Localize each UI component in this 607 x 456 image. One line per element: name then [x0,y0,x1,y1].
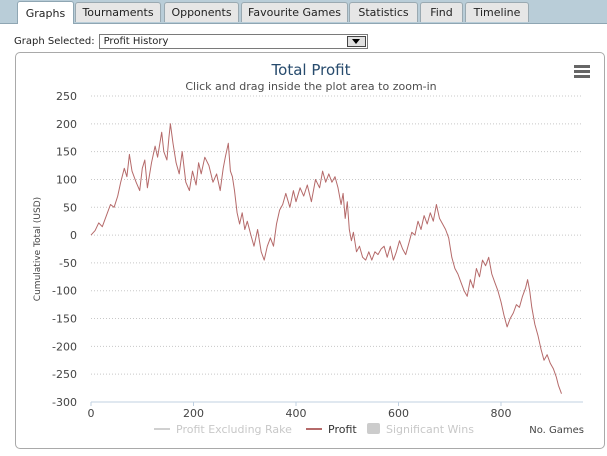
menu-icon-bar [574,70,590,73]
y-tick-label: -200 [52,340,77,353]
legend-item-profit[interactable]: Profit [328,423,357,436]
menu-icon[interactable] [574,65,590,78]
series-line-profit [90,123,562,394]
graph-select-value: Profit History [103,35,169,47]
tab-find[interactable]: Find [420,2,463,22]
chart-panel: Total Profit Click and drag inside the pl… [15,52,605,449]
y-tick-label: 0 [70,229,77,242]
tab-tournaments[interactable]: Tournaments [75,2,161,22]
x-tick-label: 800 [491,407,512,420]
x-tick-label: 400 [286,407,307,420]
menu-icon-bar [574,65,590,68]
y-axis-label: Cumulative Total (USD) [33,197,43,301]
x-tick-label: 200 [183,407,204,420]
x-tick-label: 600 [388,407,409,420]
dropdown-arrow-icon[interactable] [346,35,366,47]
x-axis-label: No. Games [529,425,584,436]
tab-opponents[interactable]: Opponents [164,2,239,22]
y-tick-label: -150 [52,313,77,326]
chart-subtitle: Click and drag inside the plot area to z… [185,80,436,93]
legend-symbol-significant-wins [367,423,380,434]
tab-favourite-games[interactable]: Favourite Games [241,2,348,22]
y-tick-label: 100 [56,173,77,186]
y-tick-label: -100 [52,285,77,298]
legend-item-profit-excluding-rake[interactable]: Profit Excluding Rake [176,423,292,436]
graph-select[interactable]: Profit History [98,33,368,49]
y-tick-label: 250 [56,90,77,103]
y-tick-label: 200 [56,118,77,131]
graph-selector-label: Graph Selected: [14,35,95,47]
tab-timeline[interactable]: Timeline [465,2,529,22]
tab-bar: Graphs Tournaments Opponents Favourite G… [0,0,607,24]
menu-icon-bar [574,75,590,78]
y-tick-label: -300 [52,396,77,409]
y-tick-label: -250 [52,368,77,381]
tab-statistics[interactable]: Statistics [349,2,418,22]
y-tick-label: -50 [59,257,77,270]
chart-title: Total Profit [271,61,351,79]
tab-graphs[interactable]: Graphs [17,1,74,24]
x-tick-label: 0 [88,407,95,420]
y-tick-label: 150 [56,146,77,159]
legend-item-significant-wins[interactable]: Significant Wins [386,423,474,436]
graph-selector-row: Graph Selected: Profit History [14,33,368,49]
y-tick-label: 50 [63,201,77,214]
